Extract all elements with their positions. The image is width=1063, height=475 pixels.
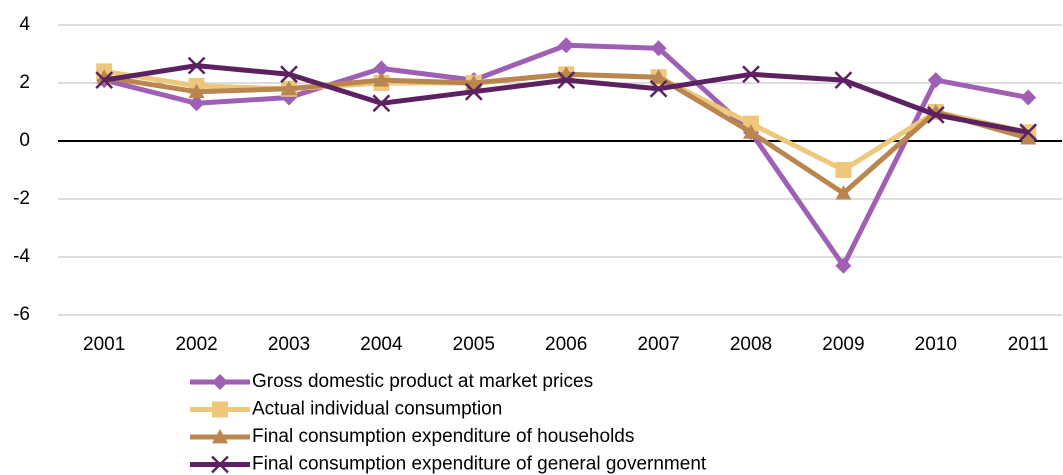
marker (1020, 89, 1037, 106)
marker (835, 257, 852, 274)
marker (373, 72, 390, 87)
marker (650, 40, 667, 57)
marker (742, 65, 760, 84)
marker (464, 82, 483, 101)
x-tick-label: 2009 (822, 334, 864, 355)
y-tick-label: 4 (19, 14, 30, 35)
marker (212, 374, 228, 390)
marker (212, 429, 228, 444)
marker (95, 71, 114, 89)
legend-label: Final consumption expenditure of househo… (252, 426, 634, 447)
marker (188, 95, 205, 112)
marker (926, 106, 945, 124)
marker (372, 94, 391, 113)
x-tick-label: 2001 (83, 334, 125, 355)
marker (212, 401, 228, 418)
marker (211, 455, 229, 474)
legend-label: Actual individual consumption (252, 399, 502, 420)
marker (835, 162, 852, 178)
marker (650, 69, 667, 84)
x-tick-label: 2006 (545, 334, 587, 355)
x-tick-label: 2010 (915, 334, 957, 355)
marker (835, 185, 852, 200)
x-tick-label: 2004 (360, 334, 403, 355)
x-tick-label: 2003 (268, 334, 310, 355)
marker (1019, 123, 1038, 142)
marker (927, 72, 944, 89)
legend-label: Gross domestic product at market prices (252, 371, 593, 392)
marker (465, 75, 482, 90)
y-tick-label: 2 (19, 72, 30, 93)
marker (280, 65, 298, 84)
marker (373, 60, 390, 77)
x-tick-label: 2008 (730, 334, 772, 355)
marker (281, 80, 297, 96)
x-tick-label: 2011 (1008, 334, 1049, 355)
marker (557, 71, 576, 89)
y-tick-label: -6 (13, 304, 30, 325)
marker (1020, 130, 1037, 145)
x-tick-label: 2002 (175, 334, 217, 355)
marker (834, 71, 853, 89)
x-tick-label: 2005 (453, 334, 495, 355)
marker (558, 37, 575, 54)
marker (187, 56, 206, 75)
y-tick-label: 0 (19, 130, 30, 151)
x-tick-label: 2007 (637, 334, 679, 355)
marker (188, 83, 205, 99)
y-tick-label: -4 (13, 246, 30, 267)
legend-label: Final consumption expenditure of general… (252, 454, 707, 475)
marker (649, 79, 668, 98)
y-tick-label: -2 (13, 188, 30, 209)
marker (743, 124, 759, 139)
